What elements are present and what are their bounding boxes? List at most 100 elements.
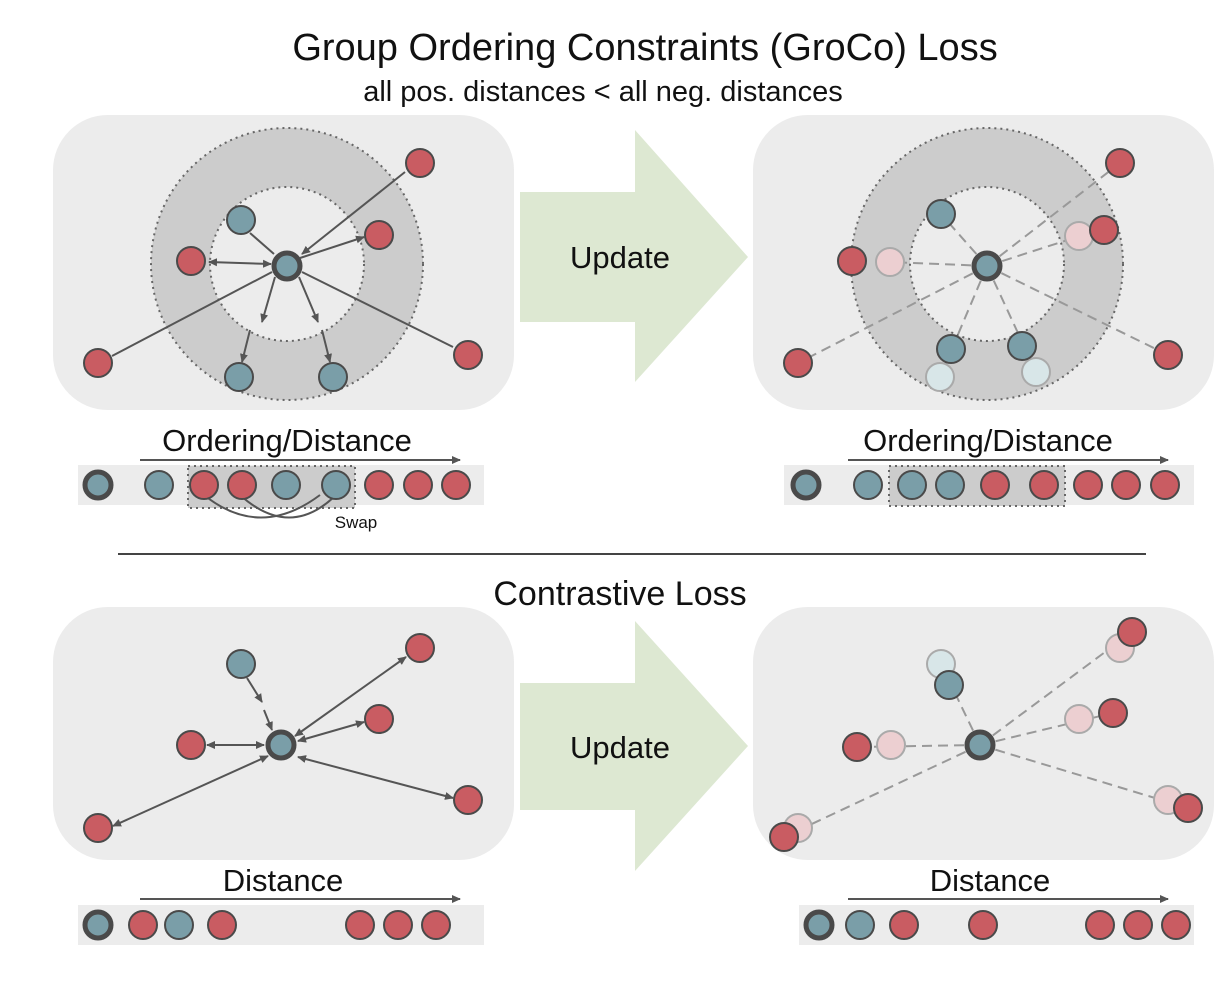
ordering-label-left: Ordering/Distance <box>162 423 412 458</box>
anchor-point <box>82 909 114 941</box>
negative-point <box>1111 470 1141 500</box>
faded-positive-point <box>925 362 955 392</box>
negative-point <box>421 910 451 940</box>
update-arrow-groco <box>520 130 748 382</box>
negative-point <box>1123 910 1153 940</box>
connector-line <box>208 258 272 268</box>
negative-point <box>83 813 113 843</box>
negative-point <box>1153 340 1183 370</box>
negative-point <box>364 220 394 250</box>
negative-point <box>1085 910 1115 940</box>
groco-before-panel <box>53 115 514 410</box>
negative-point <box>176 246 206 276</box>
ordering-strip-left <box>78 465 484 519</box>
connector-line <box>297 755 454 800</box>
positive-point <box>926 199 956 229</box>
negative-point <box>889 910 919 940</box>
positive-point <box>845 910 875 940</box>
negative-point <box>189 470 219 500</box>
positive-point <box>144 470 174 500</box>
negative-point <box>176 730 206 760</box>
anchor-point <box>971 250 1003 282</box>
negative-point <box>1173 793 1203 823</box>
connector-line <box>301 171 406 255</box>
connector-line <box>112 755 269 827</box>
positive-point <box>224 362 254 392</box>
positive-point <box>897 470 927 500</box>
anchor-point <box>265 729 297 761</box>
negative-point <box>1117 617 1147 647</box>
connector-line <box>301 271 454 348</box>
negative-point <box>453 340 483 370</box>
negative-point <box>364 704 394 734</box>
negative-point <box>1161 910 1191 940</box>
swap-curve <box>203 494 321 519</box>
negative-point <box>1105 148 1135 178</box>
negative-point <box>441 470 471 500</box>
connector-line <box>246 677 263 703</box>
dashed-line <box>889 261 988 267</box>
groco-after-annulus <box>851 128 1124 400</box>
negative-point <box>405 148 435 178</box>
positive-point <box>321 470 351 500</box>
anchor-point <box>964 729 996 761</box>
negative-point <box>405 633 435 663</box>
swap-label: Swap <box>335 513 378 532</box>
negative-point <box>1150 470 1180 500</box>
faded-negative-point <box>1064 704 1094 734</box>
connector-line <box>240 329 251 363</box>
negative-point <box>1098 698 1128 728</box>
ordering-label-right: Ordering/Distance <box>863 423 1113 458</box>
contrastive-before-panel <box>53 607 514 860</box>
groco-subtitle: all pos. distances < all neg. distances <box>363 76 843 108</box>
negative-point <box>980 470 1010 500</box>
dashed-line <box>986 235 1081 267</box>
positive-point <box>1007 331 1037 361</box>
negative-point <box>842 732 872 762</box>
negative-point <box>968 910 998 940</box>
negative-point <box>403 470 433 500</box>
dashed-line <box>986 162 1121 267</box>
negative-point <box>769 822 799 852</box>
negative-point <box>364 470 394 500</box>
negative-point <box>83 348 113 378</box>
groco-title: Group Ordering Constraints (GroCo) Loss <box>292 27 997 69</box>
positive-point <box>853 470 883 500</box>
negative-point <box>383 910 413 940</box>
faded-negative-point <box>1064 221 1094 251</box>
contrastive-title: Contrastive Loss <box>493 575 746 613</box>
swap-curve <box>239 494 337 519</box>
connector-line <box>321 329 332 363</box>
negative-point <box>1029 470 1059 500</box>
update-arrow-contrastive <box>520 621 748 871</box>
ordering-strip-right <box>784 465 1194 507</box>
negative-point <box>227 470 257 500</box>
negative-point <box>783 348 813 378</box>
groco-before-annulus <box>151 128 424 400</box>
positive-point <box>226 205 256 235</box>
distance-label-right: Distance <box>930 863 1051 898</box>
distance-strip-right <box>799 905 1194 945</box>
connector-line <box>111 271 273 357</box>
dashed-line <box>986 265 1169 356</box>
negative-point <box>1073 470 1103 500</box>
negative-point <box>345 910 375 940</box>
distance-strip-left <box>78 905 484 945</box>
anchor-point <box>82 469 114 501</box>
positive-point <box>226 649 256 679</box>
positive-point <box>934 670 964 700</box>
connector-line <box>249 232 275 255</box>
positive-point <box>164 910 194 940</box>
faded-negative-point <box>875 247 905 277</box>
faded-positive-point <box>1021 357 1051 387</box>
dashed-line <box>783 744 981 838</box>
anchor-point <box>790 469 822 501</box>
negative-point <box>453 785 483 815</box>
negative-point <box>837 246 867 276</box>
connector-line <box>297 720 365 743</box>
negative-point <box>207 910 237 940</box>
update-label-groco: Update <box>570 240 670 275</box>
connector-line <box>260 276 276 323</box>
positive-point <box>936 334 966 364</box>
